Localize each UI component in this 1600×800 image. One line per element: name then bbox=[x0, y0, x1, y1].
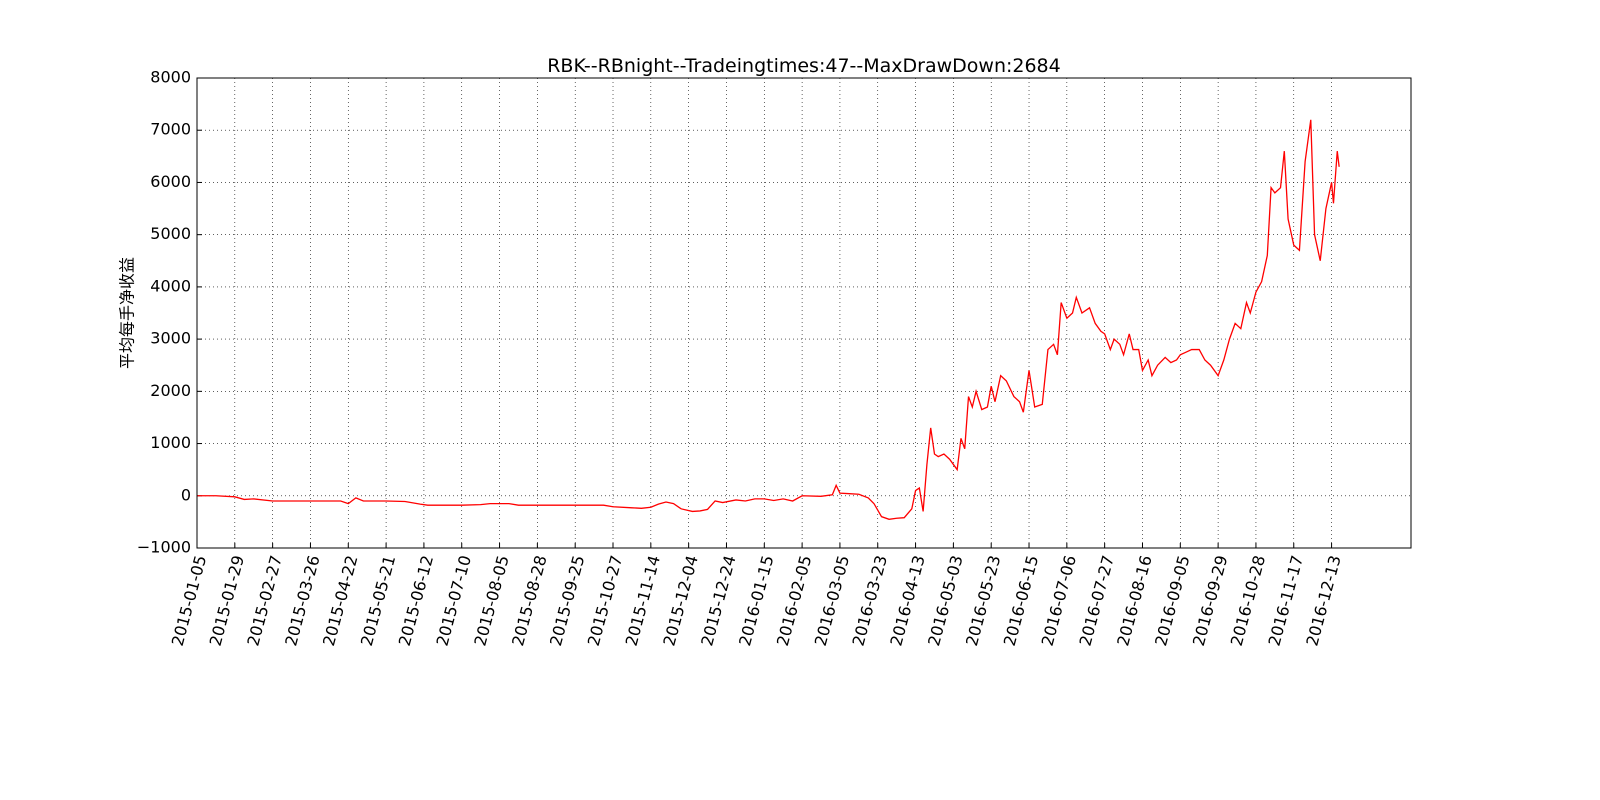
x-tick-label: 2016-05-23 bbox=[962, 553, 1004, 648]
x-tick-label: 2015-12-24 bbox=[697, 553, 739, 648]
x-tick-label: 2016-07-27 bbox=[1075, 553, 1117, 648]
x-tick-label: 2015-12-04 bbox=[659, 553, 701, 648]
y-tick-label: 8000 bbox=[150, 68, 191, 87]
y-tick-label: 0 bbox=[181, 485, 191, 504]
x-tick-label: 2016-12-13 bbox=[1302, 553, 1344, 648]
y-tick-label: 3000 bbox=[150, 329, 191, 348]
y-tick-label: −1000 bbox=[137, 538, 191, 557]
y-axis-label: 平均每手净收益 bbox=[118, 257, 137, 369]
x-tick-label: 2016-10-28 bbox=[1227, 553, 1269, 648]
x-tick-label: 2015-06-12 bbox=[395, 553, 437, 648]
x-tick-label: 2016-01-15 bbox=[735, 553, 777, 648]
x-tick-label: 2015-03-26 bbox=[281, 553, 323, 648]
x-tick-label: 2015-01-05 bbox=[168, 553, 210, 648]
x-tick-label: 2015-09-25 bbox=[546, 553, 588, 648]
line-series bbox=[197, 119, 1340, 520]
x-tick-label: 2016-11-17 bbox=[1265, 553, 1307, 648]
plot-frame bbox=[196, 77, 1412, 549]
x-tick-label: 2015-10-27 bbox=[584, 553, 626, 648]
x-tick-label: 2016-09-29 bbox=[1189, 553, 1231, 648]
y-tick-label: 2000 bbox=[150, 381, 191, 400]
x-tick-label: 2015-08-05 bbox=[470, 553, 512, 648]
y-tick-label: 4000 bbox=[150, 276, 191, 295]
y-tick-label: 7000 bbox=[150, 120, 191, 139]
x-tick-label: 2015-08-28 bbox=[508, 553, 550, 648]
x-tick-label: 2016-03-23 bbox=[849, 553, 891, 648]
x-tick-label: 2015-02-27 bbox=[243, 553, 285, 648]
chart-title: RBK--RBnight--Tradeingtimes:47--MaxDrawD… bbox=[547, 55, 1061, 77]
y-tick-label: 6000 bbox=[150, 172, 191, 191]
x-tick-label: 2016-04-13 bbox=[886, 553, 928, 648]
x-tick-label: 2016-02-05 bbox=[773, 553, 815, 648]
y-tick-label: 1000 bbox=[150, 433, 191, 452]
x-tick-label: 2015-01-29 bbox=[206, 553, 248, 648]
x-tick-label: 2015-07-10 bbox=[433, 553, 475, 648]
x-tick-label: 2016-07-06 bbox=[1038, 553, 1080, 648]
x-tick-label: 2015-11-14 bbox=[622, 553, 664, 648]
x-tick-label: 2016-09-05 bbox=[1151, 553, 1193, 648]
x-tick-label: 2016-03-05 bbox=[811, 553, 853, 648]
x-tick-label: 2016-06-15 bbox=[1000, 553, 1042, 648]
x-tick-label: 2015-05-21 bbox=[357, 553, 399, 648]
x-tick-label: 2016-08-16 bbox=[1113, 553, 1155, 648]
y-tick-label: 5000 bbox=[150, 224, 191, 243]
x-tick-label: 2016-05-03 bbox=[924, 553, 966, 648]
x-tick-label: 2015-04-22 bbox=[319, 553, 361, 648]
